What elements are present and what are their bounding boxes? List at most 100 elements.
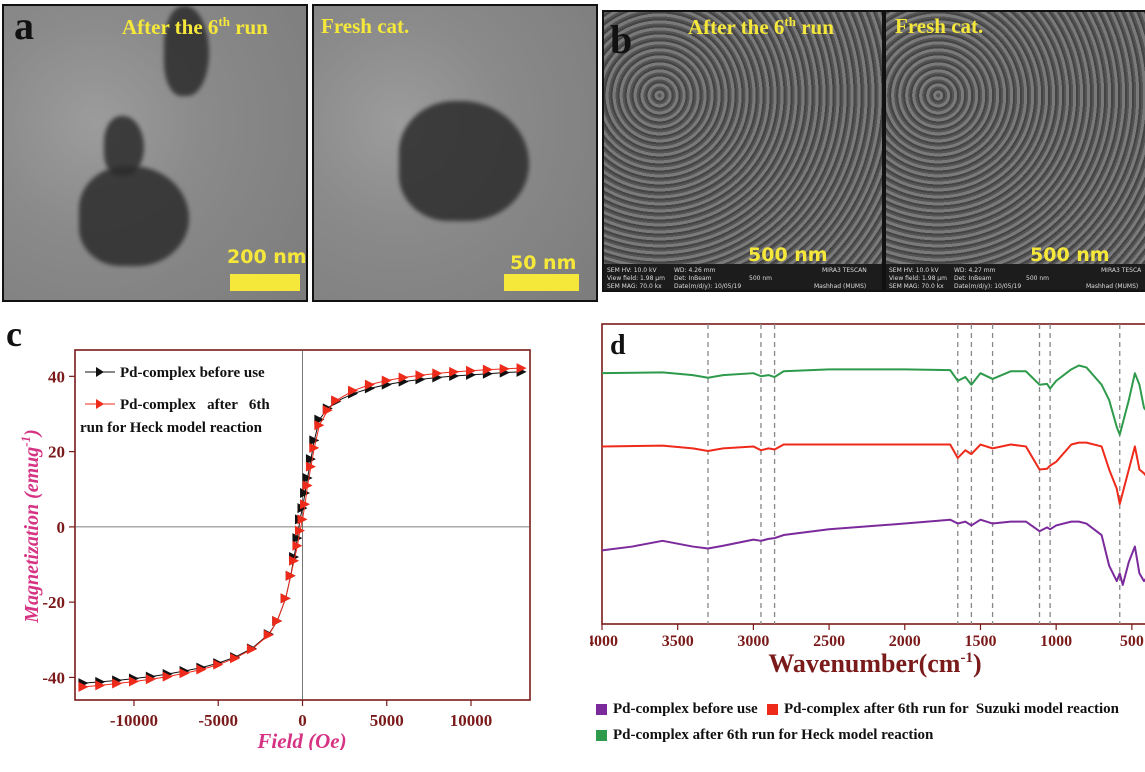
x-tick-label: 500: [1120, 633, 1144, 650]
data-point: [309, 435, 320, 446]
plot-frame: [601, 323, 1145, 625]
data-point: [305, 454, 316, 465]
x-tick-label: -10000: [110, 711, 158, 730]
panel-letter-a: a: [14, 3, 34, 48]
scale-label: 200 nm: [227, 246, 307, 268]
data-point: [381, 375, 392, 386]
panel-a: a After the 6th run Fresh cat. 200 nm 50…: [0, 0, 600, 302]
data-point: [331, 395, 342, 406]
sem-image-after-run: SEM HV: 10.0 kV WD: 4.26 mm View field: …: [602, 10, 884, 292]
legend-item: Pd-complex after 6th run for Suzuki mode…: [767, 701, 1119, 718]
data-point: [466, 365, 477, 376]
data-point: [112, 678, 123, 689]
x-tick-label: 10000: [450, 711, 493, 730]
y-axis-label: Magnetization (emug-1): [18, 429, 43, 624]
data-point: [78, 681, 89, 692]
x-tick-label: 0: [298, 711, 307, 730]
legend-item: Pd-complex before use: [596, 701, 758, 718]
data-point: [196, 664, 207, 675]
data-point: [289, 555, 300, 566]
chart-ftir: d 4000 3500 3000 2500 2000 1500 1000 500 Wavenu…: [590, 323, 1145, 678]
x-tick-label: -5000: [198, 711, 238, 730]
data-point: [263, 629, 274, 640]
data-point: [432, 368, 443, 379]
x-tick-label: 4000: [590, 633, 618, 650]
chart-magnetization: c -10000 -5000 0 5000 10000 -40 -20 0 20 40 Pd-co…: [6, 314, 531, 750]
data-point: [415, 370, 426, 381]
image-label-after-run: After the 6th run: [688, 14, 834, 39]
image-label-after-run: After the 6th run: [122, 14, 268, 39]
y-tick-label: 20: [48, 443, 65, 462]
x-axis-label: Field (Oe): [256, 729, 346, 750]
data-point: [398, 372, 409, 383]
sem-info-bar: SEM HV: 10.0 kV WD: 4.27 mm View field: …: [886, 264, 1145, 290]
x-axis-label: Wavenumber(cm-1): [768, 649, 981, 678]
x-tick-label: 3000: [737, 633, 769, 650]
data-point: [294, 525, 305, 536]
scale-label: 50 nm: [510, 252, 577, 274]
legend: Pd-complex before use Pd-complex after 6…: [80, 365, 270, 436]
data-point: [213, 659, 224, 670]
y-tick-label: 0: [57, 518, 66, 537]
legend-label: run for Heck model reaction: [80, 420, 263, 436]
sem-info-bar: SEM HV: 10.0 kV WD: 4.26 mm View field: …: [604, 264, 882, 290]
data-point: [314, 420, 325, 431]
data-point: [292, 533, 303, 544]
scale-bar: [504, 274, 579, 291]
series-line: [601, 518, 1145, 586]
data-point: [300, 488, 311, 499]
y-tick-label: -40: [42, 668, 65, 687]
x-tick-label: 2000: [889, 633, 921, 650]
particle-cluster: [399, 101, 529, 221]
data-point: [364, 379, 375, 390]
data-point: [272, 615, 283, 626]
particle-chain: [104, 116, 144, 176]
data-point: [162, 671, 173, 682]
y-tick-label: -20: [42, 593, 65, 612]
scale-label: 500 nm: [1030, 244, 1110, 266]
legend-label: Pd-complex before use: [120, 365, 265, 381]
image-label-fresh: Fresh cat.: [895, 14, 984, 38]
legend-swatch: [767, 704, 778, 716]
panel-letter-c: c: [6, 314, 22, 354]
data-point: [128, 676, 139, 687]
panel-letter-d: d: [610, 330, 626, 361]
data-point: [179, 668, 190, 679]
tem-image-fresh: [312, 4, 598, 302]
data-point: [297, 514, 308, 525]
legend-marker: [96, 367, 104, 377]
series-line: [601, 441, 1145, 505]
data-point: [95, 680, 106, 691]
x-tick-label: 3500: [662, 633, 694, 650]
data-point: [516, 363, 527, 374]
legend-marker: [96, 399, 104, 409]
scale-label: 500 nm: [748, 244, 828, 266]
x-tick-label: 1000: [1040, 633, 1072, 650]
panel-b: SEM HV: 10.0 kV WD: 4.26 mm View field: …: [600, 0, 1145, 302]
data-point: [305, 461, 316, 472]
data-point: [145, 674, 156, 685]
data-point: [302, 480, 313, 491]
data-point: [302, 472, 313, 483]
data-point: [322, 405, 333, 416]
data-point: [482, 364, 493, 375]
legend-label: Pd-complex after 6th: [120, 397, 270, 413]
data-point: [292, 540, 303, 551]
data-point: [300, 499, 311, 510]
image-label-fresh: Fresh cat.: [321, 14, 410, 38]
data-point: [230, 653, 241, 664]
sem-image-fresh: SEM HV: 10.0 kV WD: 4.27 mm View field: …: [884, 10, 1145, 292]
data-point: [309, 442, 320, 453]
y-tick-label: 40: [48, 367, 65, 386]
data-point: [499, 363, 510, 374]
legend-swatch: [596, 704, 607, 716]
data-point: [280, 593, 291, 604]
particle-chain: [164, 6, 209, 96]
scale-bar: [230, 274, 300, 291]
panel-letter-b: b: [610, 17, 633, 62]
data-point: [285, 570, 296, 581]
particle-cluster: [79, 166, 189, 266]
data-point: [246, 644, 257, 655]
x-tick-label: 1500: [964, 633, 996, 650]
legend-item: Pd-complex after 6th run for Heck model …: [596, 727, 933, 744]
